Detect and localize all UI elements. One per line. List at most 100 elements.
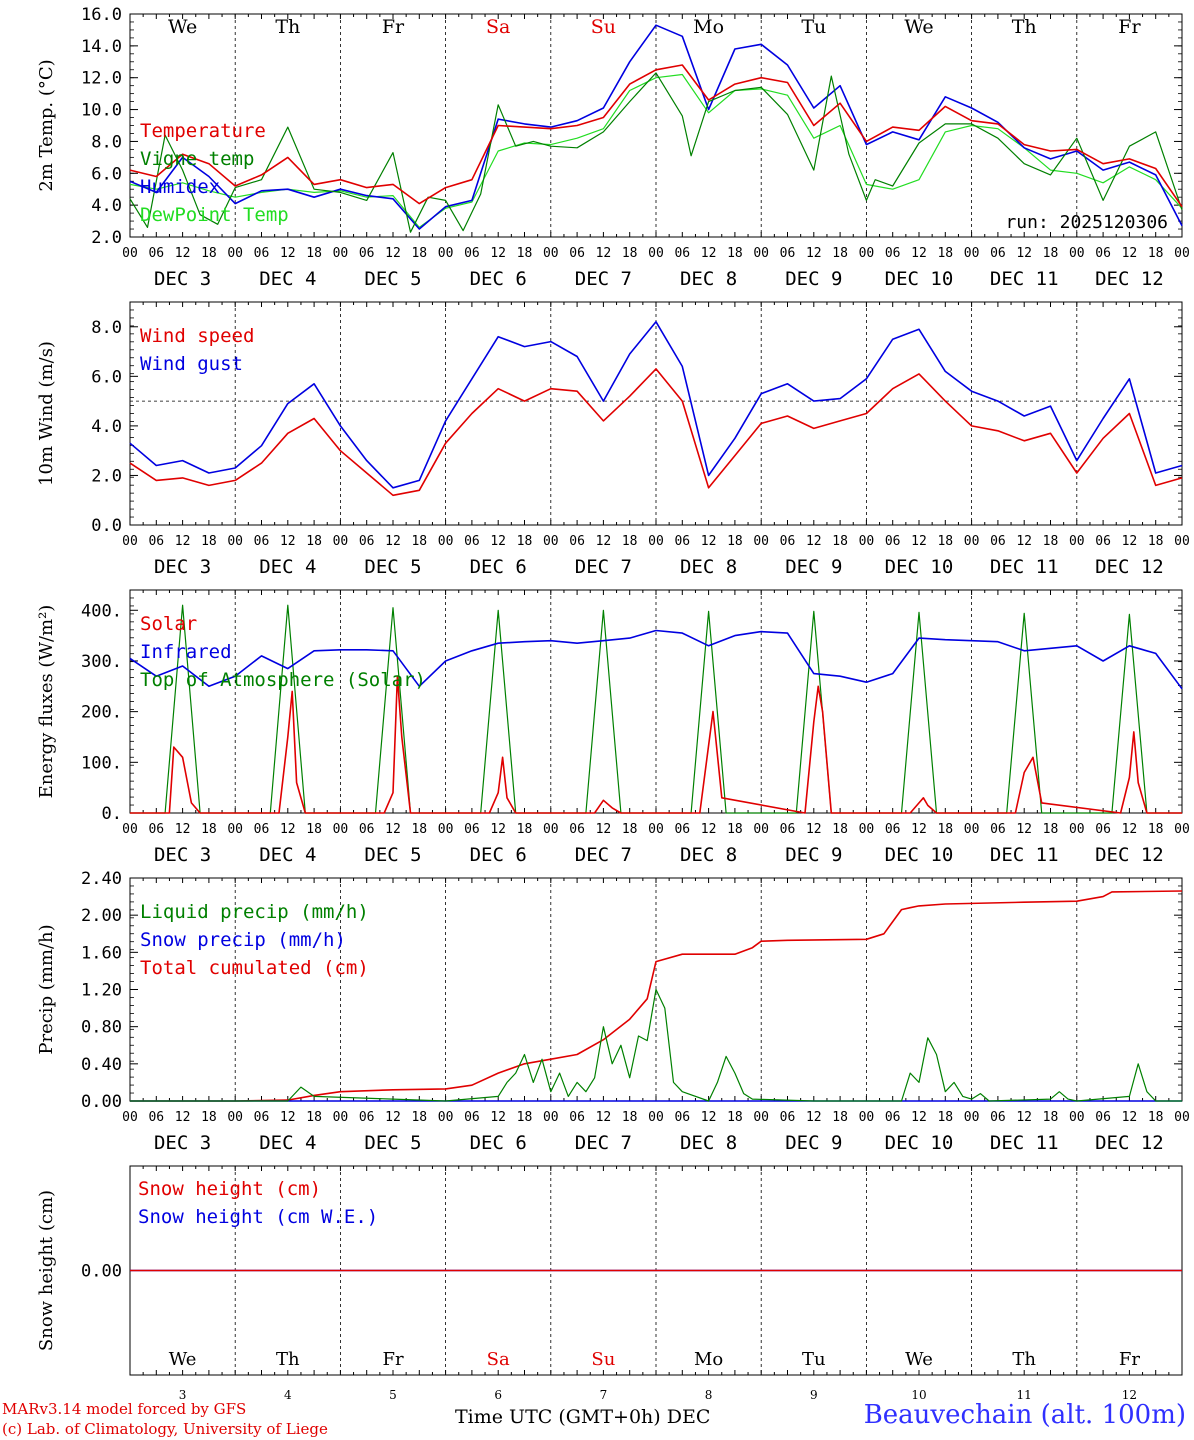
day-number: 3 bbox=[179, 1388, 187, 1400]
meteogram: 2.0 4.0 6.0 8.0 10.0 12.0 14.0 16.0 2m Temp. (°C… bbox=[36, 5, 1190, 1400]
day-name: Fr bbox=[382, 16, 405, 38]
date-label: DEC 4 bbox=[259, 556, 316, 578]
hour-label: 00 bbox=[333, 534, 349, 549]
date-label: DEC 9 bbox=[785, 268, 842, 290]
hour-label: 06 bbox=[1095, 534, 1111, 549]
hour-label: 00 bbox=[648, 1110, 664, 1125]
date-label: DEC 11 bbox=[990, 268, 1059, 290]
date-label: DEC 11 bbox=[990, 556, 1059, 578]
hour-label: 00 bbox=[543, 246, 559, 261]
y-tick-label: 6.0 bbox=[91, 367, 122, 387]
series-line-total-cumulated-cm- bbox=[130, 890, 1183, 1102]
hour-label: 00 bbox=[753, 534, 769, 549]
hour-label: 12 bbox=[490, 246, 506, 261]
hour-label: 12 bbox=[596, 246, 612, 261]
date-label: DEC 4 bbox=[259, 1132, 316, 1154]
hour-label: 12 bbox=[1016, 1110, 1032, 1125]
date-label: DEC 7 bbox=[575, 556, 632, 578]
hour-label: 06 bbox=[674, 534, 690, 549]
y-tick-label: 6.0 bbox=[91, 164, 122, 184]
hour-label: 18 bbox=[937, 822, 953, 837]
hour-label: 06 bbox=[464, 246, 480, 261]
date-label: DEC 9 bbox=[785, 556, 842, 578]
date-label: DEC 3 bbox=[154, 1132, 211, 1154]
date-label: DEC 8 bbox=[680, 1132, 737, 1154]
day-name: Su bbox=[591, 16, 616, 38]
hour-label: 12 bbox=[596, 534, 612, 549]
hour-label: 06 bbox=[885, 246, 901, 261]
date-label: DEC 11 bbox=[990, 844, 1059, 866]
hour-label: 12 bbox=[911, 534, 927, 549]
y-axis-title: Snow height (cm) bbox=[36, 1190, 57, 1351]
day-number: 7 bbox=[600, 1388, 608, 1400]
legend-entry: Wind speed bbox=[140, 325, 254, 347]
hour-label: 06 bbox=[674, 1110, 690, 1125]
day-name: Th bbox=[1012, 16, 1037, 38]
hour-label: 06 bbox=[148, 246, 164, 261]
hour-label: 06 bbox=[254, 534, 270, 549]
hour-label: 06 bbox=[359, 246, 375, 261]
hour-label: 18 bbox=[622, 246, 638, 261]
date-label: DEC 8 bbox=[680, 556, 737, 578]
hour-label: 00 bbox=[648, 822, 664, 837]
hour-label: 00 bbox=[648, 534, 664, 549]
hour-label: 12 bbox=[1122, 822, 1138, 837]
hour-label: 12 bbox=[280, 534, 296, 549]
day-name: Su bbox=[591, 1349, 615, 1370]
y-tick-label: 200. bbox=[81, 703, 122, 723]
hour-label: 00 bbox=[753, 822, 769, 837]
hour-label: 06 bbox=[359, 1110, 375, 1125]
day-name: We bbox=[168, 16, 197, 38]
date-label: DEC 8 bbox=[680, 268, 737, 290]
date-label: DEC 3 bbox=[154, 556, 211, 578]
hour-label: 00 bbox=[1174, 822, 1190, 837]
hour-label: 06 bbox=[990, 822, 1006, 837]
hour-label: 18 bbox=[1148, 534, 1164, 549]
y-tick-label: 8.0 bbox=[91, 318, 122, 338]
series-line-liquid-precip-mm-h- bbox=[130, 988, 1182, 1102]
hour-label: 18 bbox=[937, 534, 953, 549]
date-label: DEC 3 bbox=[154, 844, 211, 866]
y-tick-label: 0.80 bbox=[81, 1018, 122, 1038]
hour-label: 12 bbox=[911, 822, 927, 837]
y-tick-label: 14.0 bbox=[81, 37, 122, 57]
hour-label: 12 bbox=[701, 1110, 717, 1125]
day-name: Fr bbox=[1119, 1349, 1140, 1370]
hour-label: 06 bbox=[1095, 822, 1111, 837]
panel-5: 0.00 Snow height (cm) Snow height (cm) Snow… bbox=[36, 1165, 1183, 1400]
hour-label: 00 bbox=[1174, 246, 1190, 261]
hour-label: 06 bbox=[674, 822, 690, 837]
hour-label: 12 bbox=[175, 1110, 191, 1125]
hour-label: 00 bbox=[227, 822, 243, 837]
hour-label: 18 bbox=[1148, 822, 1164, 837]
hour-label: 12 bbox=[490, 534, 506, 549]
date-label: DEC 8 bbox=[680, 844, 737, 866]
day-name: Th bbox=[276, 1349, 300, 1370]
y-tick-label: 400. bbox=[81, 601, 122, 621]
day-name: Mo bbox=[693, 16, 724, 38]
hour-label: 06 bbox=[885, 534, 901, 549]
hour-label: 12 bbox=[1122, 1110, 1138, 1125]
hour-label: 18 bbox=[832, 534, 848, 549]
date-label: DEC 7 bbox=[575, 1132, 632, 1154]
hour-label: 06 bbox=[674, 246, 690, 261]
hour-label: 18 bbox=[1148, 246, 1164, 261]
series-line-temperature bbox=[129, 64, 1183, 208]
date-label: DEC 6 bbox=[470, 844, 527, 866]
station-name: Beauvechain (alt. 100m) bbox=[863, 1400, 1186, 1430]
hour-label: 00 bbox=[122, 1110, 138, 1125]
legend-entry: Infrared bbox=[140, 641, 232, 663]
hour-label: 12 bbox=[1016, 246, 1032, 261]
hour-label: 18 bbox=[411, 822, 427, 837]
y-tick-label: 1.60 bbox=[81, 943, 122, 963]
date-label: DEC 12 bbox=[1095, 556, 1164, 578]
y-tick-label: 0.00 bbox=[81, 1262, 122, 1282]
y-tick-label: 16.0 bbox=[81, 5, 122, 25]
hour-label: 00 bbox=[333, 1110, 349, 1125]
y-tick-label: 0.00 bbox=[81, 1092, 122, 1112]
hour-label: 18 bbox=[832, 246, 848, 261]
series-line-wind-gust bbox=[129, 320, 1183, 489]
hour-label: 06 bbox=[254, 246, 270, 261]
hour-label: 12 bbox=[385, 1110, 401, 1125]
date-label: DEC 12 bbox=[1095, 1132, 1164, 1154]
